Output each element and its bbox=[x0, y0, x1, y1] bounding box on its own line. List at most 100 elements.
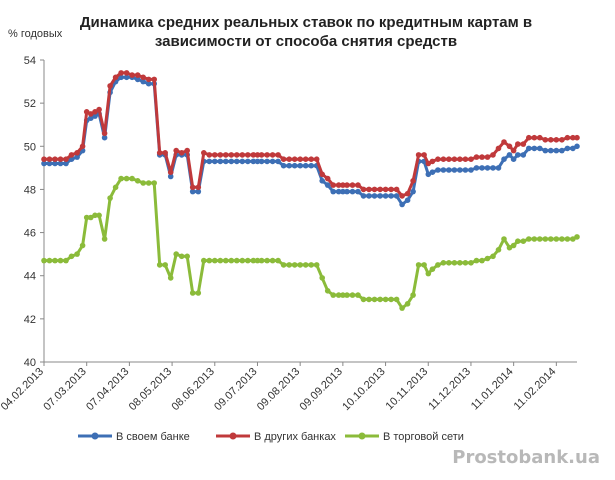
data-point-own-bank bbox=[269, 158, 276, 165]
data-point-own-bank bbox=[526, 145, 532, 152]
x-tick-label: 07.04.2013 bbox=[84, 366, 131, 413]
data-point-retail bbox=[425, 270, 432, 277]
data-point-other-banks bbox=[531, 134, 538, 141]
data-point-own-bank bbox=[286, 162, 293, 169]
data-point-other-banks bbox=[526, 134, 532, 141]
data-point-retail bbox=[275, 257, 281, 264]
data-point-retail bbox=[291, 262, 298, 268]
data-point-retail bbox=[286, 262, 293, 268]
data-point-other-banks bbox=[542, 137, 549, 143]
data-point-retail bbox=[366, 296, 372, 303]
data-point-other-banks bbox=[162, 150, 168, 156]
series-own-bank bbox=[41, 74, 580, 208]
data-point-other-banks bbox=[118, 70, 124, 76]
data-point-retail bbox=[484, 255, 491, 262]
x-tick-label: 11.01.2014 bbox=[469, 366, 516, 413]
y-tick-labels: 40 42 44 46 48 50 52 54 bbox=[24, 55, 36, 369]
data-point-other-banks bbox=[421, 152, 427, 158]
data-point-own-bank bbox=[234, 158, 240, 165]
data-point-own-bank bbox=[206, 158, 213, 165]
legend-label-retail: В торговой сети bbox=[383, 431, 464, 443]
data-point-retail bbox=[83, 214, 90, 221]
data-point-own-bank bbox=[335, 188, 342, 195]
data-point-own-bank bbox=[404, 197, 411, 203]
data-point-retail bbox=[145, 180, 152, 186]
data-point-other-banks bbox=[46, 156, 53, 162]
data-point-other-banks bbox=[178, 150, 185, 156]
data-point-own-bank bbox=[520, 152, 527, 158]
data-point-own-bank bbox=[319, 178, 326, 184]
data-point-own-bank bbox=[468, 167, 474, 173]
legend-label-other-banks: В других банках bbox=[254, 431, 336, 443]
data-point-other-banks bbox=[429, 158, 436, 165]
data-point-own-bank bbox=[564, 145, 571, 152]
data-point-own-bank bbox=[217, 158, 224, 165]
data-point-other-banks bbox=[537, 134, 543, 141]
data-point-retail bbox=[129, 175, 135, 182]
chart-title-line1: Динамика средних реальных ставок по кред… bbox=[80, 14, 532, 31]
data-point-retail bbox=[250, 257, 257, 264]
data-point-other-banks bbox=[490, 152, 496, 158]
data-point-retail bbox=[254, 257, 261, 264]
data-point-other-banks bbox=[291, 156, 298, 162]
data-point-other-banks bbox=[366, 186, 372, 193]
data-point-other-banks bbox=[319, 171, 326, 178]
x-tick-label: 04.02.2013 bbox=[0, 366, 46, 413]
data-point-other-banks bbox=[377, 186, 383, 193]
data-point-other-banks bbox=[280, 156, 287, 162]
data-point-other-banks bbox=[239, 152, 246, 158]
data-point-own-bank bbox=[501, 156, 507, 162]
data-point-other-banks bbox=[415, 152, 422, 158]
data-point-own-bank bbox=[515, 152, 521, 158]
data-point-own-bank bbox=[542, 147, 549, 154]
data-point-own-bank bbox=[258, 158, 265, 165]
data-point-other-banks bbox=[506, 143, 513, 150]
data-point-other-banks bbox=[302, 156, 309, 162]
data-point-other-banks bbox=[57, 156, 64, 162]
data-point-retail bbox=[382, 296, 389, 303]
data-point-own-bank bbox=[355, 188, 361, 195]
data-point-own-bank bbox=[388, 193, 394, 199]
data-point-retail bbox=[319, 275, 326, 281]
data-point-retail bbox=[429, 266, 436, 273]
data-point-own-bank bbox=[510, 156, 517, 162]
data-point-retail bbox=[302, 262, 309, 268]
data-point-other-banks bbox=[564, 134, 571, 141]
data-point-retail bbox=[107, 195, 113, 201]
data-point-own-bank bbox=[88, 115, 94, 121]
x-tick-label: 10.10.2013 bbox=[340, 366, 387, 413]
data-point-retail bbox=[239, 257, 246, 264]
data-point-retail bbox=[68, 253, 75, 260]
data-point-other-banks bbox=[156, 150, 163, 156]
data-point-retail bbox=[520, 238, 527, 244]
data-point-own-bank bbox=[457, 167, 463, 173]
data-point-retail bbox=[399, 305, 405, 311]
data-point-other-banks bbox=[129, 72, 135, 78]
series-layer bbox=[41, 70, 580, 311]
series-other-banks bbox=[41, 70, 580, 199]
data-point-own-bank bbox=[308, 162, 315, 169]
data-point-retail bbox=[440, 260, 447, 266]
x-tick-label: 11.12.2013 bbox=[426, 366, 473, 413]
data-point-other-banks bbox=[340, 182, 346, 188]
data-point-retail bbox=[234, 257, 240, 264]
data-point-other-banks bbox=[371, 186, 378, 193]
x-tick-label: 10.11.2013 bbox=[384, 366, 431, 413]
data-point-retail bbox=[41, 257, 47, 264]
data-point-retail bbox=[123, 175, 130, 182]
data-point-own-bank bbox=[167, 173, 174, 180]
data-point-retail bbox=[223, 257, 229, 264]
data-point-own-bank bbox=[490, 165, 496, 171]
data-point-retail bbox=[506, 244, 513, 251]
data-point-own-bank bbox=[92, 113, 98, 119]
data-point-own-bank bbox=[41, 160, 47, 167]
data-point-other-banks bbox=[41, 156, 47, 162]
x-tick-label: 11.02.2014 bbox=[512, 366, 559, 413]
data-point-other-banks bbox=[297, 156, 304, 162]
data-point-other-banks bbox=[399, 193, 405, 199]
data-point-other-banks bbox=[79, 143, 86, 150]
legend-marker-retail bbox=[358, 432, 366, 440]
data-point-other-banks bbox=[228, 152, 235, 158]
data-point-retail bbox=[377, 296, 383, 303]
